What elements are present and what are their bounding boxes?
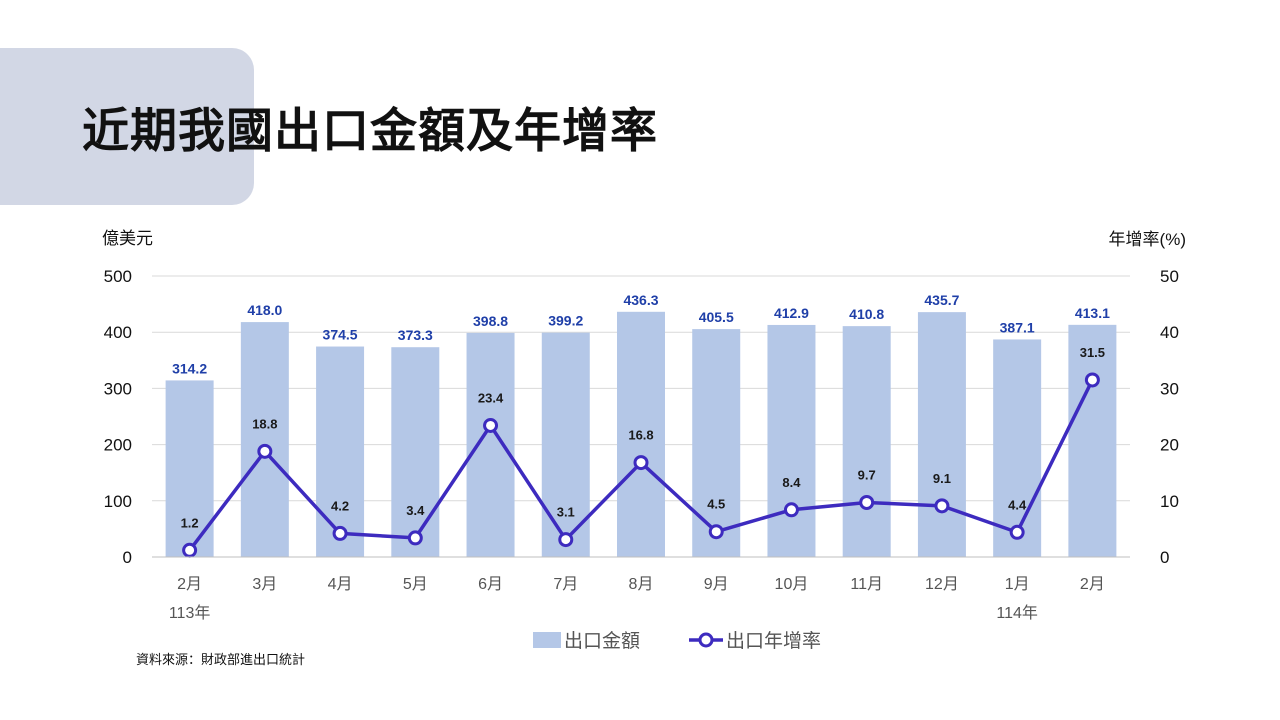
growth-point <box>1009 524 1025 540</box>
category-label: 2月 <box>177 576 202 593</box>
growth-value-label: 8.4 <box>782 475 801 490</box>
legend-line-marker <box>698 632 714 648</box>
legend-line-label: 出口年增率 <box>726 630 821 652</box>
bar-value-label: 418.0 <box>247 302 282 318</box>
category-label: 6月 <box>478 576 503 593</box>
left-tick-label: 200 <box>104 436 132 455</box>
year-label: 113年 <box>169 604 211 622</box>
growth-value-label: 23.4 <box>478 390 504 405</box>
bar-value-label: 387.1 <box>1000 319 1035 335</box>
bar <box>617 311 665 557</box>
bar <box>240 322 289 557</box>
left-tick-label: 400 <box>104 323 132 342</box>
bar-value-label: 314.2 <box>172 360 207 376</box>
left-tick-label: 0 <box>123 548 132 567</box>
right-tick-label: 30 <box>1160 379 1179 398</box>
bar-value-label: 436.3 <box>623 292 658 308</box>
bar <box>993 339 1042 557</box>
title-background <box>0 48 254 205</box>
growth-point <box>859 494 875 510</box>
growth-value-label: 31.5 <box>1080 345 1105 360</box>
bar <box>316 346 365 557</box>
growth-value-label: 1.2 <box>181 515 199 530</box>
growth-value-label: 4.5 <box>707 497 725 512</box>
growth-value-label: 16.8 <box>628 428 653 443</box>
bar-series: 314.2 418.0 374.5 373.3 398.8 399.2 436.3 405.5… <box>165 292 1117 557</box>
growth-point <box>1084 372 1100 388</box>
bar <box>917 312 966 557</box>
category-label: 10月 <box>775 576 809 593</box>
source-note: 資料來源：財政部進出口統計 <box>136 653 306 668</box>
growth-point <box>483 417 499 433</box>
right-axis-label: 年增率(%) <box>1109 230 1186 249</box>
category-label: 1月 <box>1005 576 1030 593</box>
category-label: 3月 <box>252 576 277 593</box>
bar <box>541 332 590 557</box>
bar-value-label: 374.5 <box>323 327 358 343</box>
left-tick-label: 500 <box>104 267 132 286</box>
category-label: 9月 <box>704 576 729 593</box>
growth-point <box>708 524 724 540</box>
bar <box>466 332 515 557</box>
bar-value-label: 399.2 <box>548 313 583 329</box>
line-series: 1.2 18.8 4.2 3.4 23.4 3.1 16.8 4.5 8.4 9.7 9.1 4.4 3… <box>181 345 1105 558</box>
growth-point <box>407 530 423 546</box>
category-label: 8月 <box>629 576 654 593</box>
growth-point <box>633 455 649 471</box>
legend: 出口金額 出口年增率 <box>533 630 821 652</box>
bar-value-label: 405.5 <box>699 309 734 325</box>
category-label: 11月 <box>850 576 883 593</box>
growth-point <box>182 542 198 558</box>
bar-value-label: 413.1 <box>1075 305 1110 321</box>
bar <box>692 329 741 557</box>
legend-bar-label: 出口金額 <box>564 630 640 652</box>
growth-value-label: 4.4 <box>1008 497 1027 512</box>
bar <box>1068 324 1117 557</box>
bar-value-label: 410.8 <box>849 306 884 322</box>
bar <box>842 326 891 557</box>
category-label: 7月 <box>553 576 578 593</box>
category-label: 5月 <box>403 576 428 593</box>
legend-bar-swatch <box>533 632 561 648</box>
growth-value-label: 3.1 <box>557 505 575 520</box>
left-tick-label: 300 <box>104 379 132 398</box>
growth-point <box>558 532 574 548</box>
growth-point <box>783 502 799 518</box>
category-label: 2月 <box>1080 576 1105 593</box>
growth-value-label: 3.4 <box>406 503 425 518</box>
left-axis-label: 億美元 <box>102 229 153 248</box>
growth-value-label: 9.7 <box>858 467 876 482</box>
growth-value-label: 18.8 <box>252 416 277 431</box>
bar <box>767 324 816 557</box>
growth-point <box>257 443 273 459</box>
right-tick-label: 20 <box>1160 436 1179 455</box>
right-tick-label: 40 <box>1160 323 1179 342</box>
bar-value-label: 412.9 <box>774 305 809 321</box>
right-tick-label: 0 <box>1160 548 1169 567</box>
axes: 0 0 100 10 200 20 300 30 400 40 500 50 億美元 年增率(%) 2月 11… <box>102 229 1186 622</box>
page-title: 近期我國出口金額及年增率 <box>82 104 658 159</box>
category-label: 4月 <box>328 576 353 593</box>
right-tick-label: 10 <box>1160 492 1179 511</box>
growth-point <box>332 525 348 541</box>
growth-value-label: 9.1 <box>933 471 951 486</box>
year-label: 114年 <box>996 604 1038 622</box>
bar-value-label: 398.8 <box>473 313 508 329</box>
bar-value-label: 373.3 <box>398 327 433 343</box>
bar-value-label: 435.7 <box>924 292 959 308</box>
category-label: 12月 <box>925 576 959 593</box>
left-tick-label: 100 <box>104 492 132 511</box>
right-tick-label: 50 <box>1160 267 1179 286</box>
growth-point <box>934 498 950 514</box>
bar <box>391 347 440 557</box>
growth-value-label: 4.2 <box>331 498 349 513</box>
